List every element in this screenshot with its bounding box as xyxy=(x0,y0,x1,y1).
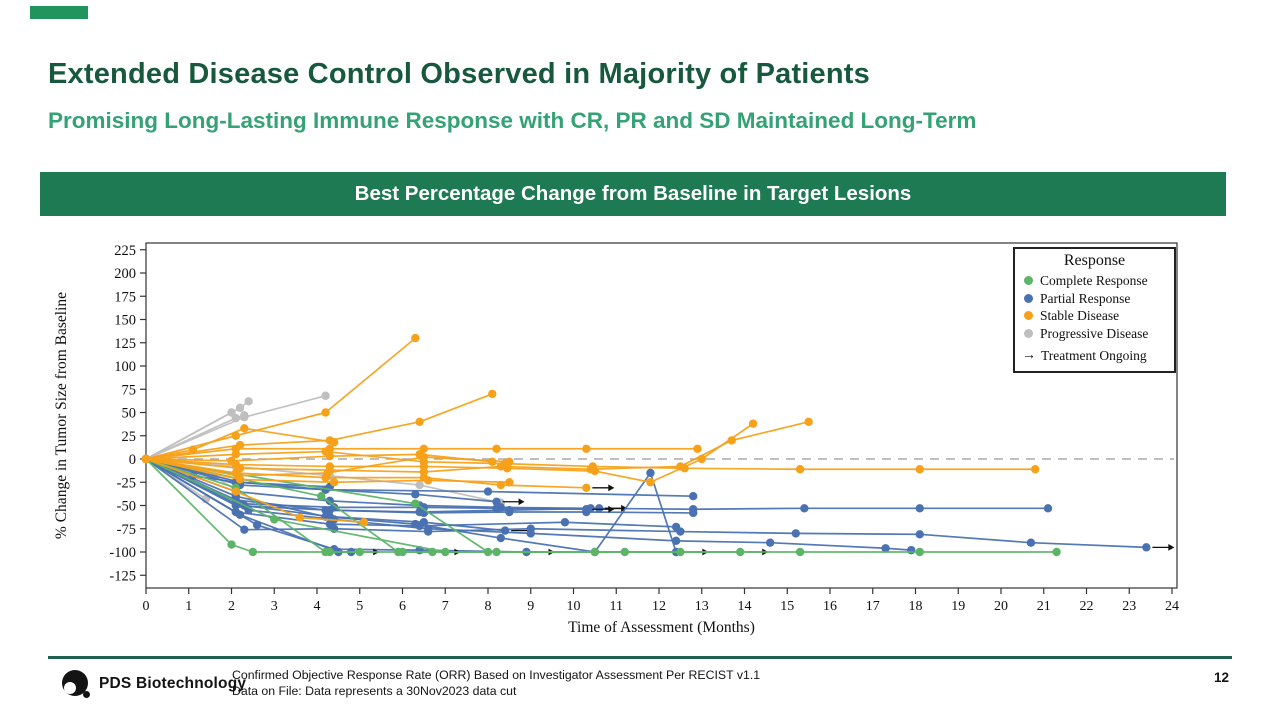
legend-label: Progressive Disease xyxy=(1040,325,1149,341)
slide-subtitle: Promising Long-Lasting Immune Response w… xyxy=(48,108,977,133)
corner-accent-mark xyxy=(30,6,88,19)
svg-text:23: 23 xyxy=(1122,599,1136,614)
legend-item-partial-response: Partial Response xyxy=(1021,290,1168,308)
footnote-line-1: Confirmed Objective Response Rate (ORR) … xyxy=(232,668,761,682)
svg-text:-100: -100 xyxy=(109,545,136,561)
svg-text:20: 20 xyxy=(994,599,1008,614)
chart-title-banner: Best Percentage Change from Baseline in … xyxy=(40,172,1226,216)
footnote-line-2: Data on File: Data represents a 30Nov202… xyxy=(232,683,517,698)
svg-text:175: 175 xyxy=(114,289,136,305)
svg-text:15: 15 xyxy=(780,599,794,614)
legend-title: Response xyxy=(1063,252,1126,269)
svg-text:10: 10 xyxy=(567,599,581,614)
svg-text:0: 0 xyxy=(143,599,150,614)
svg-text:6: 6 xyxy=(399,599,406,614)
legend-label: Partial Response xyxy=(1040,290,1131,306)
svg-text:2: 2 xyxy=(228,599,235,614)
slide-title: Extended Disease Control Observed in Maj… xyxy=(48,58,870,90)
svg-text:13: 13 xyxy=(695,599,709,614)
svg-text:100: 100 xyxy=(114,359,136,375)
svg-text:24: 24 xyxy=(1165,599,1179,614)
page-number: 12 xyxy=(1214,670,1230,685)
svg-text:11: 11 xyxy=(610,599,623,614)
legend-item-complete-response: Complete Response xyxy=(1021,272,1168,290)
progressive-disease-marker xyxy=(1024,328,1033,338)
svg-text:150: 150 xyxy=(114,313,136,329)
svg-text:125: 125 xyxy=(114,336,136,352)
svg-text:19: 19 xyxy=(951,599,965,614)
svg-text:21: 21 xyxy=(1037,599,1051,614)
svg-text:225: 225 xyxy=(114,243,136,259)
svg-text:7: 7 xyxy=(442,599,449,614)
legend-label: Treatment Ongoing xyxy=(1041,348,1147,363)
footnote: Confirmed Objective Response Rate (ORR) … xyxy=(232,668,792,699)
svg-text:-75: -75 xyxy=(117,522,136,538)
svg-text:14: 14 xyxy=(738,599,752,614)
pds-logo-text: PDS Biotechnology xyxy=(99,675,247,692)
svg-text:-25: -25 xyxy=(117,475,136,491)
chart-legend: Response Complete Response Partial Respo… xyxy=(1013,247,1176,373)
svg-text:5: 5 xyxy=(356,599,363,614)
svg-text:25: 25 xyxy=(122,429,137,445)
svg-text:-50: -50 xyxy=(117,499,136,515)
stable-disease-marker xyxy=(1024,311,1033,321)
svg-text:% Change in Tumor Size from Ba: % Change in Tumor Size from Baseline xyxy=(53,292,70,539)
chart-title: Best Percentage Change from Baseline in … xyxy=(354,182,912,205)
treatment-ongoing-arrow-icon: → xyxy=(1022,348,1036,363)
svg-text:9: 9 xyxy=(527,599,534,614)
legend-label: Complete Response xyxy=(1040,273,1148,288)
svg-text:12: 12 xyxy=(652,599,666,614)
legend-item-treatment-ongoing: → Treatment Ongoing xyxy=(1021,347,1168,365)
svg-text:-125: -125 xyxy=(109,568,136,584)
svg-text:1: 1 xyxy=(185,599,192,614)
partial-response-marker xyxy=(1024,293,1033,303)
svg-text:8: 8 xyxy=(485,599,492,614)
footer-divider-line xyxy=(48,656,1232,659)
svg-text:17: 17 xyxy=(866,599,880,614)
svg-text:22: 22 xyxy=(1080,599,1094,614)
legend-item-progressive-disease: Progressive Disease xyxy=(1021,325,1168,343)
svg-text:75: 75 xyxy=(122,382,137,398)
complete-response-marker xyxy=(1024,276,1033,286)
svg-text:4: 4 xyxy=(314,599,321,614)
svg-text:0: 0 xyxy=(129,452,136,468)
pds-biotechnology-logo-icon xyxy=(62,670,92,700)
svg-text:3: 3 xyxy=(271,599,278,614)
svg-text:50: 50 xyxy=(122,406,137,422)
svg-text:Time of Assessment (Months): Time of Assessment (Months) xyxy=(568,619,755,636)
svg-text:18: 18 xyxy=(909,599,923,614)
legend-item-stable-disease: Stable Disease xyxy=(1021,307,1168,325)
legend-label: Stable Disease xyxy=(1040,308,1120,323)
svg-text:200: 200 xyxy=(114,266,136,282)
svg-text:16: 16 xyxy=(823,599,837,614)
